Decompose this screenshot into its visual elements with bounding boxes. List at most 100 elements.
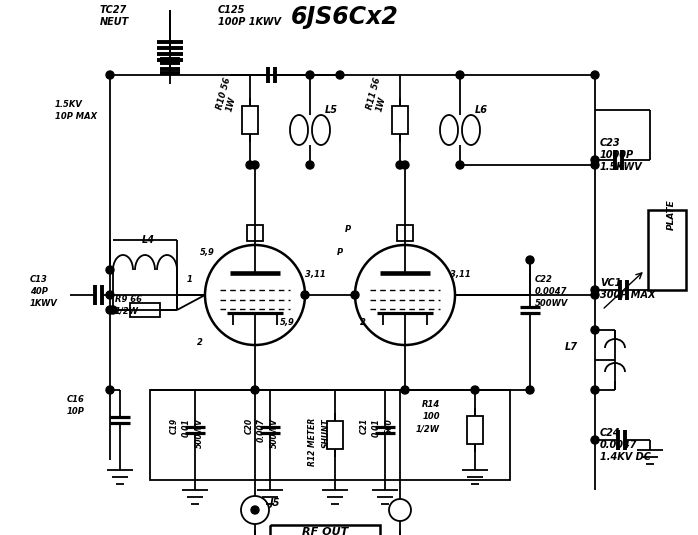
Text: 1.5KWV: 1.5KWV [600,162,643,172]
Bar [397,225,413,241]
Text: R12 METER: R12 METER [308,418,317,466]
Text: R11 56: R11 56 [365,77,383,110]
Circle shape [396,161,404,169]
Bar [648,210,686,290]
Text: R14: R14 [422,400,440,409]
Circle shape [109,306,117,314]
Text: 500WV: 500WV [195,418,204,448]
Circle shape [526,256,534,264]
Text: SHUNT: SHUNT [322,418,331,448]
Bar [247,225,263,241]
Circle shape [456,161,464,169]
Text: C20: C20 [245,418,254,434]
Text: L6: L6 [475,105,488,115]
Text: L5: L5 [325,105,338,115]
Circle shape [401,386,409,394]
Bar [130,303,160,317]
Text: RF OUT: RF OUT [302,527,348,535]
Text: 1: 1 [187,275,193,284]
Text: 2: 2 [360,318,366,327]
Circle shape [106,291,114,299]
Text: 10P MAX: 10P MAX [55,112,97,121]
Text: 0.01: 0.01 [372,418,381,437]
Text: 1.4KV DC: 1.4KV DC [600,452,651,462]
Circle shape [591,326,599,334]
Text: 1W: 1W [225,95,237,112]
Text: 500WV: 500WV [270,418,279,448]
Text: 1.5KV: 1.5KV [55,100,83,109]
Circle shape [591,156,599,164]
Text: 1/2W: 1/2W [416,424,440,433]
Text: 500: 500 [385,418,394,434]
Text: C19: C19 [170,418,179,434]
Circle shape [106,71,114,79]
Bar [392,106,408,134]
Circle shape [591,161,599,169]
Text: 0.01: 0.01 [182,418,191,437]
Bar [270,525,380,535]
Text: TC27: TC27 [100,5,127,15]
Bar [327,421,343,449]
Text: 1KWV: 1KWV [30,299,58,308]
Circle shape [251,161,259,169]
Circle shape [301,291,309,299]
Circle shape [591,436,599,444]
Text: 2: 2 [197,338,203,347]
Text: P: P [345,225,351,234]
Text: C125: C125 [218,5,246,15]
Text: 100: 100 [422,412,440,421]
Text: PLATE: PLATE [667,200,676,231]
Text: VC1: VC1 [600,278,621,288]
Circle shape [591,386,599,394]
Text: C22: C22 [535,275,553,284]
Circle shape [106,386,114,394]
Text: 1W: 1W [375,95,387,112]
Text: C24: C24 [600,428,621,438]
Text: C16: C16 [67,395,85,404]
Circle shape [246,161,254,169]
Text: 0.007: 0.007 [257,418,266,442]
Text: 3,11: 3,11 [450,270,470,279]
Text: 100P 1KWV: 100P 1KWV [218,17,281,27]
Circle shape [526,386,534,394]
Text: 6JS6Cx2: 6JS6Cx2 [291,5,399,29]
Circle shape [591,291,599,299]
Circle shape [306,71,314,79]
Text: NEUT: NEUT [100,17,129,27]
Text: 300P MAX: 300P MAX [600,290,655,300]
Text: 1/2W: 1/2W [115,307,139,316]
Bar [150,390,510,480]
Text: P: P [337,248,343,257]
Text: R10 56: R10 56 [215,77,232,110]
Circle shape [471,386,479,394]
Circle shape [336,71,344,79]
Text: R9 66: R9 66 [115,295,142,304]
Bar [467,416,483,444]
Circle shape [591,286,599,294]
Text: 5,9: 5,9 [280,318,295,327]
Text: 0.0047: 0.0047 [535,287,567,296]
Circle shape [251,386,259,394]
Circle shape [251,506,259,514]
Circle shape [351,291,359,299]
Circle shape [306,161,314,169]
Text: C13: C13 [30,275,48,284]
Text: 1000P: 1000P [600,150,634,160]
Text: 10P: 10P [67,407,85,416]
Text: 3,11: 3,11 [305,270,326,279]
Text: 500WV: 500WV [535,299,568,308]
Circle shape [591,71,599,79]
Circle shape [456,71,464,79]
Text: L4: L4 [142,235,154,245]
Text: 40P: 40P [30,287,48,296]
Circle shape [401,161,409,169]
Text: L7: L7 [565,342,578,352]
Text: C21: C21 [360,418,369,434]
Text: 0.0047: 0.0047 [600,440,637,450]
Text: J5: J5 [270,498,281,508]
Bar [242,106,258,134]
Circle shape [106,306,114,314]
Text: C23: C23 [600,138,621,148]
Text: 5,9: 5,9 [200,248,215,257]
Circle shape [106,266,114,274]
